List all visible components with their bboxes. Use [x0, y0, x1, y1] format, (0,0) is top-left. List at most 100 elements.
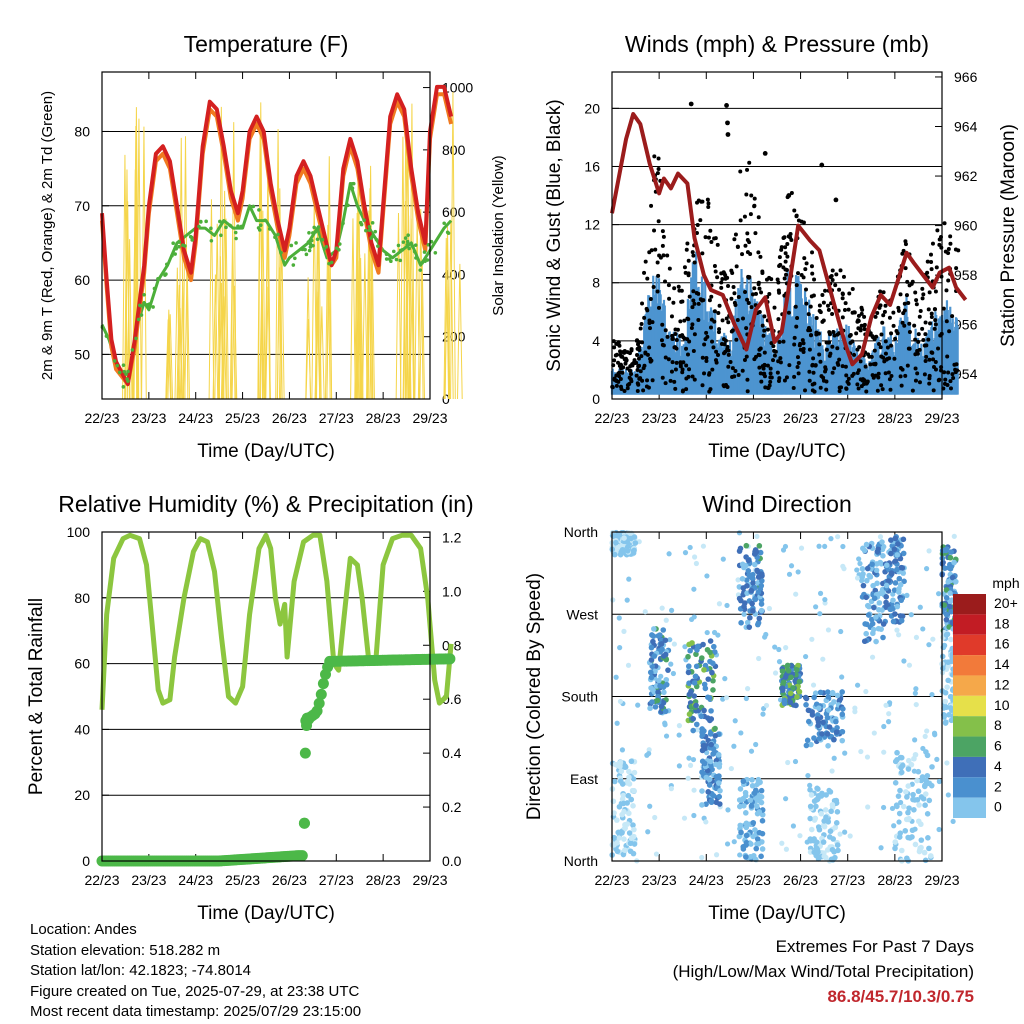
colorbar-swatch [953, 634, 986, 656]
direction-point [899, 613, 906, 619]
gust-point [682, 265, 687, 270]
direction-point [883, 702, 889, 708]
direction-point [699, 731, 706, 738]
gust-point [704, 356, 709, 361]
direction-point [880, 543, 887, 550]
direction-point [660, 653, 667, 659]
gust-point [879, 354, 884, 359]
direction-point [759, 577, 765, 584]
winds-ylabel-right: Station Pressure (Maroon) [998, 124, 1019, 347]
direction-point [904, 794, 910, 800]
dewpoint-point [293, 256, 297, 261]
direction-point [870, 626, 877, 633]
direction-point [713, 852, 720, 858]
gust-point [914, 302, 919, 307]
direction-point [833, 729, 840, 735]
gust-point [856, 368, 861, 373]
direction-point [747, 797, 754, 804]
speed-colorbar: mph 20+ 18 16 14 12 10 8 6 4 2 0 [953, 575, 1020, 818]
direction-point [749, 575, 756, 581]
direction-point [811, 735, 817, 741]
gust-point [629, 371, 634, 376]
direction-point [827, 789, 834, 795]
gust-point [950, 372, 955, 377]
gust-point [777, 376, 782, 381]
direction-point [750, 852, 757, 859]
dewpoint-point [311, 243, 315, 248]
gust-point [745, 377, 750, 382]
direction-point [888, 537, 894, 543]
direction-point [676, 763, 682, 769]
gust-point [700, 298, 705, 303]
insolation-spike [324, 224, 331, 400]
gust-point [670, 360, 675, 365]
gust-point [700, 199, 705, 204]
direction-point [621, 535, 627, 541]
direction-point [824, 689, 831, 695]
direction-point [740, 778, 747, 785]
dewpoint-point [405, 239, 410, 244]
dewpoint-point [364, 228, 368, 233]
gust-point [690, 374, 695, 379]
gust-point [638, 376, 643, 381]
direction-point [724, 602, 730, 609]
winds-ytick-right-label: 960 [954, 218, 978, 234]
direction-point [651, 653, 658, 659]
direction-point [743, 832, 750, 839]
gust-point [927, 357, 932, 362]
extremes-values: 86.8/45.7/10.3/0.75 [827, 987, 974, 1006]
gust-point [667, 266, 672, 271]
direction-point [911, 755, 917, 762]
direction-point [763, 702, 770, 709]
temperature-ytick-right-label: 1000 [442, 80, 473, 96]
gust-point [931, 388, 936, 393]
direction-point [922, 802, 928, 808]
direction-point [710, 793, 717, 799]
dewpoint-point [122, 369, 127, 374]
gust-point [622, 389, 627, 394]
gust-point [889, 343, 894, 348]
temperature-title: Temperature (F) [184, 31, 349, 57]
dewpoint-point [173, 252, 177, 256]
gust-point [663, 355, 668, 360]
direction-point [667, 637, 673, 643]
gust-point [876, 371, 881, 376]
gust-point [930, 350, 935, 355]
dewpoint-point [257, 208, 261, 212]
wind_direction-title: Wind Direction [702, 491, 852, 517]
dewpoint-point [309, 238, 314, 243]
direction-point [693, 560, 700, 567]
gust-point [834, 272, 839, 277]
station-info: Location: Andes Station elevation: 518.2… [30, 920, 361, 1023]
direction-point [624, 800, 630, 806]
gust-point [714, 349, 719, 354]
winds-xtick-label: 23/23 [642, 410, 677, 426]
direction-point [824, 731, 831, 737]
direction-point [626, 830, 633, 836]
dewpoint-point [276, 232, 280, 237]
gust-point [873, 314, 878, 319]
gust-point [659, 338, 664, 343]
direction-point [758, 799, 765, 806]
dewpoint-point [346, 203, 350, 208]
gust-point [761, 366, 766, 371]
gust-point [775, 277, 780, 282]
direction-point [857, 561, 863, 567]
temperature-xtick-label: 27/23 [319, 410, 354, 426]
gust-point [655, 260, 660, 265]
gust-point [796, 218, 801, 223]
direction-point [754, 803, 760, 810]
gust-point [803, 287, 808, 292]
direction-point [911, 806, 917, 813]
direction-point [808, 792, 815, 798]
gust-point [756, 215, 761, 220]
gust-point [614, 383, 619, 388]
gust-point [625, 383, 630, 388]
gust-point [945, 382, 950, 387]
direction-point [758, 582, 765, 589]
gust-point [850, 373, 855, 378]
direction-point [610, 597, 616, 603]
gust-point [767, 291, 772, 296]
gust-point [921, 292, 926, 297]
direction-point [716, 793, 723, 800]
